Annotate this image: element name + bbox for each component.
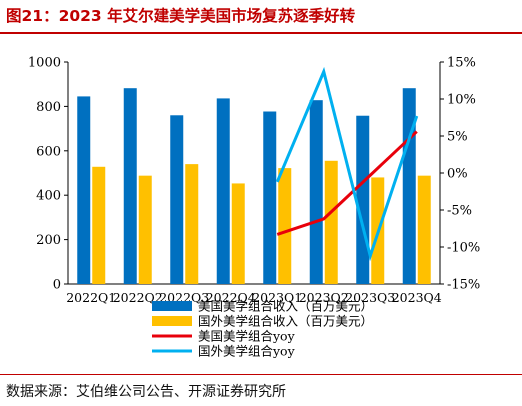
legend-label: 国外美学组合收入（百万美元）: [198, 314, 373, 329]
legend-swatch: [152, 316, 192, 326]
intl-revenue-bar: [324, 160, 338, 284]
right-tick-label: -5%: [447, 204, 472, 219]
us-revenue-bar: [263, 111, 277, 284]
intl-revenue-bar: [185, 164, 199, 284]
us-revenue-bar: [309, 100, 323, 285]
x-tick-label: 2023Q1: [252, 290, 302, 305]
right-tick-label: 10%: [447, 93, 476, 108]
legend-swatch: [152, 301, 192, 311]
x-tick-label: 2022Q1: [66, 290, 116, 305]
legend-label: 美国美学组合收入（百万美元）: [198, 299, 373, 314]
intl-revenue-bar: [417, 175, 431, 284]
intl-revenue-bar: [231, 183, 245, 284]
us-revenue-bar: [170, 115, 184, 284]
left-tick-label: 800: [36, 100, 61, 115]
x-tick-label: 2023Q3: [345, 290, 395, 305]
intl-revenue-bar: [278, 168, 292, 284]
x-tick-label: 2022Q2: [113, 290, 163, 305]
us-yoy-line: [276, 130, 418, 236]
us-revenue-bar: [402, 88, 416, 284]
us-revenue-bar: [216, 98, 230, 285]
chart-canvas: 0 200 400 600 800 1000 -15% -10% -5% 0% 5% 10% 15% 20…: [28, 56, 480, 359]
left-tick-label: 200: [36, 233, 61, 248]
chart-title: 图21：2023 年艾尔建美学美国市场复苏逐季好转: [6, 7, 356, 25]
intl-yoy-line: [275, 66, 419, 262]
title-bar: 图21：2023 年艾尔建美学美国市场复苏逐季好转: [0, 0, 522, 34]
source-bar: 数据来源：艾伯维公司公告、开源证券研究所: [0, 374, 522, 406]
right-tick-label: -15%: [447, 278, 480, 293]
x-tick-label: 2022Q4: [206, 290, 256, 305]
legend-label: 美国美学组合yoy: [198, 329, 296, 344]
intl-revenue-bar: [92, 166, 106, 284]
left-tick-label: 0: [53, 278, 61, 293]
x-tick-label: 2023Q2: [299, 290, 349, 305]
us-revenue-bar: [123, 88, 137, 284]
left-tick-label: 600: [36, 144, 61, 159]
us-revenue-bar: [356, 115, 370, 284]
left-tick-label: 400: [36, 189, 61, 204]
right-tick-label: 15%: [447, 56, 476, 71]
source-note: 数据来源：艾伯维公司公告、开源证券研究所: [6, 384, 286, 400]
intl-revenue-bar: [138, 175, 152, 284]
right-tick-label: 0%: [447, 167, 468, 182]
right-tick-label: -10%: [447, 241, 480, 256]
legend-label: 国外美学组合yoy: [198, 344, 296, 359]
x-tick-label: 2023Q4: [392, 290, 442, 305]
us-revenue-bar: [77, 96, 91, 284]
right-tick-label: 5%: [447, 130, 468, 145]
left-tick-label: 1000: [28, 56, 61, 71]
